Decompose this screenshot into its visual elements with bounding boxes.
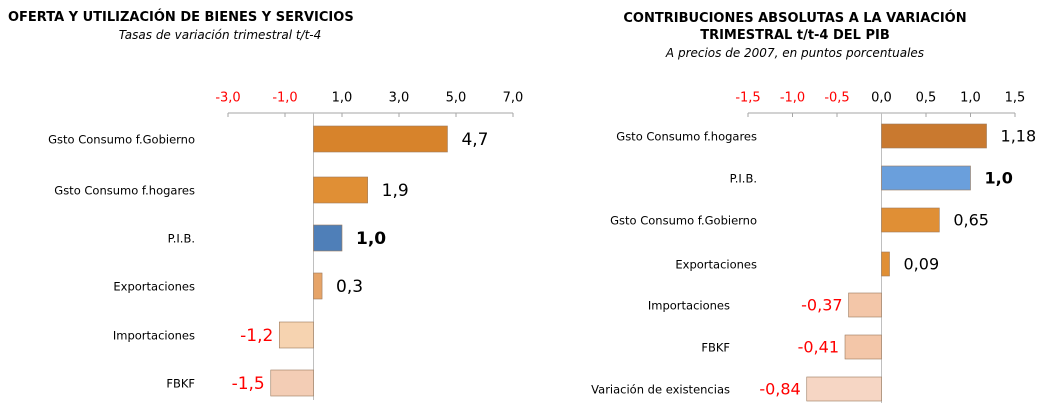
value-label: 1,18 — [1001, 127, 1037, 146]
bar — [881, 165, 971, 191]
value-label: 1,0 — [356, 229, 386, 249]
value-label: -1,2 — [240, 326, 273, 346]
category-label: Gsto Consumo f.hogares — [54, 184, 195, 198]
category-label: Importaciones — [113, 329, 195, 343]
bar — [313, 224, 343, 252]
bar — [881, 251, 890, 277]
category-label: Exportaciones — [113, 280, 195, 294]
x-tick-label: -1,0 — [272, 91, 297, 106]
x-tick-label: 0,0 — [871, 91, 892, 106]
value-label: 1,9 — [382, 181, 409, 201]
category-label: Importaciones — [648, 299, 730, 313]
value-label: 1,0 — [985, 169, 1013, 188]
value-label: 4,7 — [461, 130, 488, 150]
chart-subtitle: A precios de 2007, en puntos porcentuale… — [665, 46, 925, 60]
bar — [313, 125, 448, 153]
value-label: 0,09 — [904, 255, 940, 274]
bar — [881, 123, 987, 149]
bar — [313, 272, 323, 300]
bar — [270, 369, 314, 397]
x-tick-label: 7,0 — [503, 91, 524, 106]
category-label: Exportaciones — [675, 258, 757, 272]
x-tick-label: 5,0 — [446, 91, 467, 106]
x-tick-label: 0,5 — [916, 91, 937, 106]
x-tick-label: -1,5 — [735, 91, 760, 106]
category-label: Gsto Consumo f.Gobierno — [610, 214, 757, 228]
category-label: Gsto Consumo f.hogares — [616, 130, 757, 144]
value-label: -0,84 — [759, 380, 800, 399]
chart-title: OFERTA Y UTILIZACIÓN DE BIENES Y SERVICI… — [8, 10, 354, 25]
value-label: -0,37 — [801, 296, 842, 315]
value-label: -1,5 — [232, 374, 265, 394]
x-tick-label: -3,0 — [215, 91, 240, 106]
bar — [313, 176, 368, 204]
x-tick-label: 1,5 — [1005, 91, 1026, 106]
bar — [844, 334, 882, 360]
category-label: P.I.B. — [168, 232, 195, 246]
bar — [806, 376, 882, 402]
bar — [278, 321, 314, 349]
category-label: P.I.B. — [730, 172, 757, 186]
value-label: 0,65 — [953, 211, 989, 230]
bar — [881, 207, 940, 233]
x-tick-label: -0,5 — [824, 91, 849, 106]
value-label: 0,3 — [336, 277, 363, 297]
x-tick-label: 3,0 — [389, 91, 410, 106]
x-tick-label: -1,0 — [780, 91, 805, 106]
category-label: FBKF — [701, 341, 730, 355]
bar — [848, 292, 882, 318]
category-label: Variación de existencias — [591, 383, 730, 397]
chart-subtitle: Tasas de variación trimestral t/t-4 — [118, 28, 322, 42]
category-label: Gsto Consumo f.Gobierno — [48, 133, 195, 147]
chart-title: CONTRIBUCIONES ABSOLUTAS A LA VARIACIÓN … — [623, 11, 967, 43]
x-tick-label: 1,0 — [332, 91, 353, 106]
x-tick-label: 1,0 — [960, 91, 981, 106]
category-label: FBKF — [166, 377, 195, 391]
value-label: -0,41 — [798, 338, 839, 357]
